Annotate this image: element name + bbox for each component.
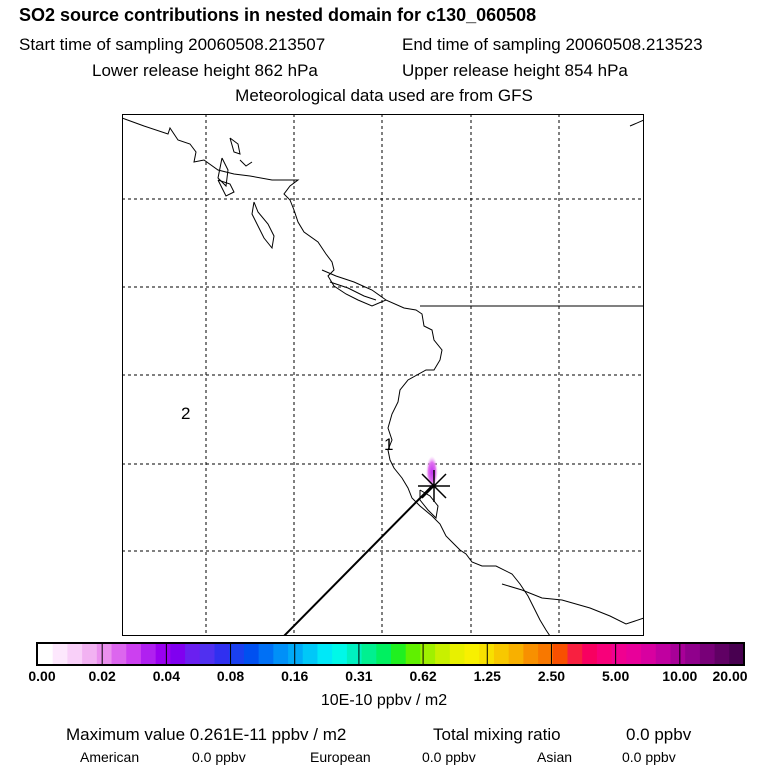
color-scale-cell (420, 644, 436, 664)
color-scale-cell (302, 644, 319, 664)
color-scale-cell (405, 644, 422, 664)
upper-release-height: Upper release height 854 hPa (402, 61, 628, 80)
lower-release-height: Lower release height 862 hPa (92, 61, 318, 80)
color-scale-frame (36, 642, 745, 666)
color-scale-cell (626, 644, 642, 664)
color-scale-cell (185, 644, 201, 664)
color-scale-cell (96, 644, 113, 664)
color-scale-tick-label: 0.04 (152, 668, 180, 684)
color-scale-cell (111, 644, 127, 664)
color-scale-cell (714, 644, 730, 664)
asian-label: Asian (537, 749, 573, 765)
color-scale-cell (567, 644, 583, 664)
region-label-1: 1 (384, 435, 393, 454)
color-scale-cell (346, 644, 363, 664)
color-scale-cell (596, 644, 613, 664)
color-scale-cell (361, 644, 377, 664)
color-scale-cell (699, 644, 716, 664)
region-label-2: 2 (181, 404, 190, 423)
color-scale-tick-label: 2.50 (537, 668, 566, 684)
color-scale-cell (449, 644, 466, 664)
color-scale-cell (52, 644, 69, 664)
grid-lines (122, 114, 644, 636)
color-scale-tick-label: 20.00 (712, 668, 748, 684)
color-scale-cell (214, 644, 230, 664)
color-scale-tick-label: 10.00 (662, 668, 698, 684)
color-scale-tick-label: 0.00 (28, 668, 56, 684)
color-scale-cell (332, 644, 348, 664)
color-scale-cell (655, 644, 672, 664)
color-scale-cell (670, 644, 686, 664)
release-location-marker (418, 470, 450, 502)
total-mixing-ratio-label: Total mixing ratio (433, 725, 561, 744)
color-scale-cell (199, 644, 216, 664)
color-scale-units: 10E-10 ppbv / m2 (320, 692, 448, 709)
color-scale-cell (258, 644, 274, 664)
trajectory-line (282, 483, 435, 636)
color-scale-tick-label: 5.00 (602, 668, 630, 684)
map-frame (122, 114, 644, 636)
color-scale-cell (140, 644, 157, 664)
color-scale-cell (317, 644, 333, 664)
color-scale-cell (82, 644, 98, 664)
color-scale-cell (641, 644, 657, 664)
sampling-end-time: End time of sampling 20060508.213523 (402, 35, 703, 54)
color-scale-cell (38, 644, 54, 664)
color-scale-cell (229, 644, 245, 664)
color-scale-cell (523, 644, 539, 664)
meteorological-data-note: Meteorological data used are from GFS (235, 86, 533, 105)
color-scale-cell (391, 644, 407, 664)
color-scale-tick-label: 1.25 (473, 668, 501, 684)
color-scale-bar (36, 642, 745, 666)
european-label: European (310, 749, 371, 765)
color-scale-cell (552, 644, 569, 664)
color-scale-cell (685, 644, 701, 664)
coastlines (122, 117, 644, 636)
color-scale-cell (538, 644, 554, 664)
color-scale-tick-label: 0.08 (216, 668, 245, 684)
color-scale-cell (493, 644, 510, 664)
color-scale-cell (582, 644, 598, 664)
color-scale-cell (243, 644, 260, 664)
color-scale-cell (155, 644, 171, 664)
color-scale-cell (67, 644, 83, 664)
european-value: 0.0 ppbv (422, 749, 476, 765)
color-scale-tick-label: 0.62 (409, 668, 437, 684)
color-scale-cell (464, 644, 480, 664)
maximum-value: Maximum value 0.261E-11 ppbv / m2 (66, 725, 347, 744)
sampling-start-time: Start time of sampling 20060508.213507 (19, 35, 326, 54)
color-scale-tick-label: 0.02 (88, 668, 116, 684)
american-label: American (80, 749, 140, 765)
color-scale-cell (126, 644, 142, 664)
plot-title: SO2 source contributions in nested domai… (19, 5, 537, 25)
color-scale-cell (508, 644, 524, 664)
color-scale-cell (273, 644, 289, 664)
total-mixing-ratio-value: 0.0 ppbv (626, 725, 692, 744)
color-scale-cell (288, 644, 304, 664)
color-scale-tick-label: 0.16 (281, 668, 309, 684)
color-scale-cell (435, 644, 451, 664)
map-panel: 1 2 (122, 114, 644, 636)
american-value: 0.0 ppbv (192, 749, 246, 765)
color-scale-cell (376, 644, 392, 664)
color-scale-cell (729, 644, 745, 664)
color-scale-cell (170, 644, 186, 664)
asian-value: 0.0 ppbv (622, 749, 676, 765)
color-scale-cell (611, 644, 627, 664)
color-scale-tick-label: 0.31 (345, 668, 373, 684)
